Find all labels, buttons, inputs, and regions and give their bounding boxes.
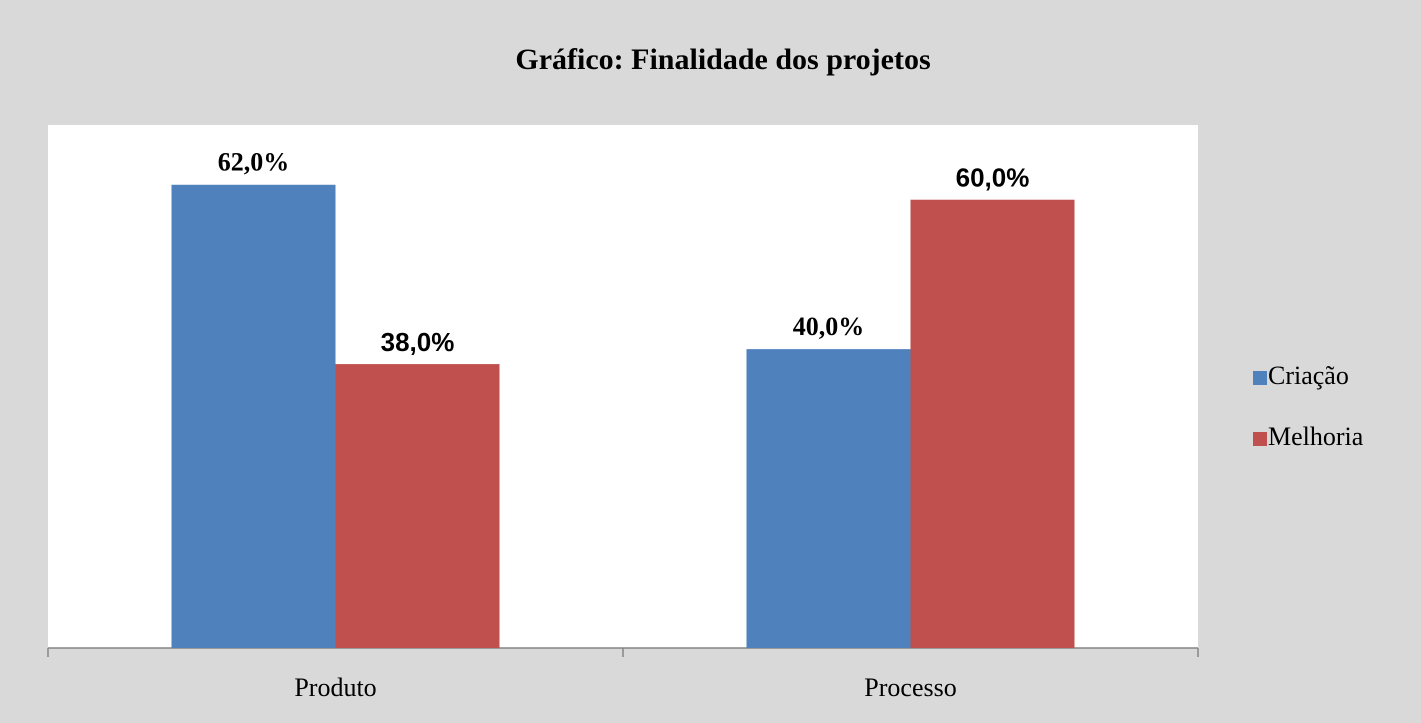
data-label: 40,0% <box>793 312 865 341</box>
data-label: 60,0% <box>956 163 1030 193</box>
x-tick-label: Produto <box>294 673 376 702</box>
chart-title: Gráfico: Finalidade dos projetos <box>515 43 930 76</box>
data-label: 62,0% <box>218 148 290 177</box>
x-tick-label: Processo <box>864 673 956 702</box>
bar <box>335 364 500 648</box>
legend-swatch <box>1253 432 1267 446</box>
bar <box>910 199 1075 648</box>
data-label: 38,0% <box>381 327 455 357</box>
legend-label: Melhoria <box>1268 422 1364 451</box>
bar <box>746 349 911 648</box>
legend-swatch <box>1253 371 1267 385</box>
bar <box>171 184 336 648</box>
legend-label: Criação <box>1268 361 1349 390</box>
